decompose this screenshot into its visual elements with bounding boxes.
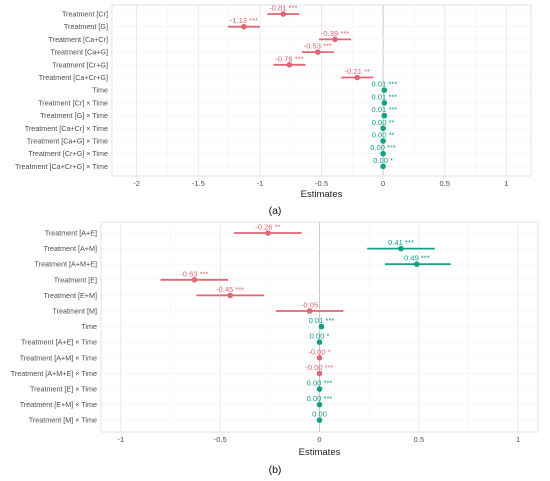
panel-b-y-tick-label: Treatment [A+M+E] × Time	[11, 369, 97, 378]
panel-a-value-label: 0.00 ***	[370, 143, 396, 152]
panel-a-y-tick-label: Treatment [Cr]	[62, 10, 108, 19]
panel-a-estimate-point	[241, 23, 247, 30]
panel-a-estimate-point	[380, 125, 386, 132]
panel-b-value-label: 0.41 ***	[388, 238, 414, 247]
panel-b-y-tick-label: Treatment [E] × Time	[30, 385, 97, 394]
panel-b-value-label: -0.00 *	[308, 347, 330, 356]
panel-b-x-tick-label: 1	[516, 435, 520, 444]
panel-b-estimate-point	[316, 370, 323, 377]
panel-a-x-tick-label: -2	[133, 179, 140, 188]
panel-a-estimate-point	[286, 62, 293, 68]
panel-b-y-tick-label: Treatment [M]	[53, 307, 97, 316]
panel-b-estimate-point	[306, 308, 313, 314]
panel-a-y-tick-label: Treatment [Cr+G] × Time	[28, 149, 108, 158]
panel-a-estimate-point	[332, 36, 338, 43]
panel-a-estimate-point	[315, 49, 321, 55]
panel-b-x-axis-title: Estimates	[299, 447, 341, 458]
panel-a-value-label: -0.39 ***	[321, 29, 349, 38]
panel-a-x-tick-label: 0.5	[439, 179, 450, 188]
panel-b-y-tick-label: Treatment [A+M] × Time	[20, 353, 97, 362]
panel-b-estimate-point	[316, 417, 323, 424]
panel-b-frame	[100, 221, 539, 433]
panel-a-estimate-point	[354, 74, 361, 81]
panel-a-x-tick-label: -0.5	[315, 179, 328, 188]
panel-a-y-tick-label: Treatment [Ca+G]	[51, 48, 108, 57]
panel-b-x-tick-label: -0.5	[214, 435, 227, 444]
panel-a-y-tick-label: Treatment [G] × Time	[40, 111, 108, 120]
panel-a-y-tick-label: Treatment [Ca+Cr+G]	[39, 73, 108, 82]
panel-a-value-label: 0.00 **	[372, 131, 395, 140]
panel-a-x-tick-label: 0	[381, 179, 385, 188]
panel-b-estimate-point	[191, 277, 198, 283]
panel-b-y-tick-label: Treatment [E]	[54, 275, 97, 284]
panel-a-estimate-point	[380, 138, 386, 144]
panel-b-y-tick-label: Treatment [A+E]	[45, 229, 97, 238]
panel-b-y-tick-label: Time	[81, 322, 97, 331]
panel-a-y-tick-label: Treatment [Cr] × Time	[38, 98, 108, 107]
panel-a-estimate-point	[381, 100, 388, 106]
panel-b-x-tick-label: 0.5	[414, 435, 425, 444]
panel-a-value-label: -0.81 ***	[269, 4, 297, 13]
panel-a-estimate-point	[380, 163, 386, 170]
panel-a-x-axis-title: Estimates	[301, 189, 343, 200]
panel-b-value-label: 0.00	[312, 410, 327, 419]
panel-a-x-tick-label: -1	[256, 179, 263, 188]
panel-b-value-label: 0.00 ***	[307, 394, 333, 403]
panel-b-value-label: 0.00 *	[310, 332, 330, 341]
panel-a-x-tick-label: -1.5	[192, 179, 205, 188]
panel-a-y-tick-label: Treatment [Ca+G] × Time	[27, 137, 108, 146]
panel-b-value-label: 0.49 ***	[404, 254, 430, 263]
panel-b-estimate-point	[316, 339, 323, 346]
panel-b-estimate-point	[414, 261, 420, 268]
panel-b-value-label: -0.26 **	[255, 223, 280, 232]
panel-a-value-label: -1.13 ***	[230, 16, 258, 25]
panel-a-y-tick-label: Treatment [Ca+Cr+G] × Time	[15, 162, 108, 171]
panel-b-value-label: -0.05	[301, 301, 318, 310]
panel-b-y-tick-label: Treatment [E+M]	[44, 291, 97, 300]
panel-a-estimate-point	[381, 112, 388, 119]
panel-a-plot: -2 -1.5 -1 -0.5 0 0.5 1 Estimates Treatment [Cr]…	[15, 4, 532, 200]
panel-a-y-tick-label: Treatment [Ca+Cr]	[49, 35, 108, 44]
panel-a-value-label: 0.00 *	[373, 156, 393, 165]
panel-b-estimate-point	[265, 230, 271, 236]
panel-a-value-label: 0.01 ***	[371, 80, 397, 89]
panel-b-value-label: -0.45 ***	[216, 285, 244, 294]
panel-b-plot: -1 -0.5 0 0.5 1 Estimates Treatment [A+E] -0.26…	[11, 221, 539, 458]
panel-a-y-tick-label: Treatment [Ca+Cr] × Time	[25, 124, 108, 133]
panel-a-estimate-point	[280, 11, 287, 17]
panel-a-frame	[111, 4, 532, 177]
panel-a-x-tick-label: 1	[504, 179, 508, 188]
panel-a-y-tick-label: Treatment [G]	[64, 22, 108, 31]
panel-a-value-label: -0.76 ***	[275, 54, 303, 63]
panel-b-value-label: -0.00 ***	[305, 363, 333, 372]
panel-b-value-label: 0.01 ***	[309, 316, 335, 325]
panel-b-estimate-point	[316, 386, 323, 392]
panel-a-value-label: 0.01 ***	[371, 105, 397, 114]
panel-a-caption: (a)	[269, 205, 282, 217]
panel-b-value-label: -0.63 ***	[180, 269, 208, 278]
panel-b-caption: (b)	[269, 464, 282, 476]
panel-a-estimate-point	[380, 150, 386, 157]
panel-b-y-tick-label: Treatment [A+M]	[44, 244, 97, 253]
panel-a-estimate-point	[381, 87, 388, 93]
panel-b-estimate-point	[318, 323, 325, 330]
panel-a-value-label: -0.21 **	[345, 67, 370, 76]
panel-b-estimate-point	[398, 245, 404, 252]
panel-a-value-label: 0.00 **	[372, 118, 395, 127]
panel-b-estimate-point	[316, 401, 323, 408]
panel-b-estimate-point	[227, 292, 233, 299]
panel-a-value-label: -0.53 ***	[304, 42, 332, 51]
panel-a-y-tick-label: Time	[92, 86, 108, 95]
panel-b-estimate-point	[316, 355, 323, 361]
panel-a-value-label: 0.01 ***	[371, 92, 397, 101]
panel-b-y-tick-label: Treatment [E+M] × Time	[20, 400, 97, 409]
panel-a-y-tick-label: Treatment [Cr+G]	[52, 60, 108, 69]
panel-b-x-tick-label: 0	[317, 435, 321, 444]
panel-b-x-tick-label: -1	[117, 435, 124, 444]
panel-b-y-tick-label: Treatment [A+E] × Time	[21, 338, 97, 347]
panel-b-y-tick-label: Treatment [M] × Time	[29, 416, 97, 425]
panel-b-value-label: 0.00 ***	[307, 379, 333, 388]
panel-b-y-tick-label: Treatment [A+M+E]	[35, 260, 97, 269]
